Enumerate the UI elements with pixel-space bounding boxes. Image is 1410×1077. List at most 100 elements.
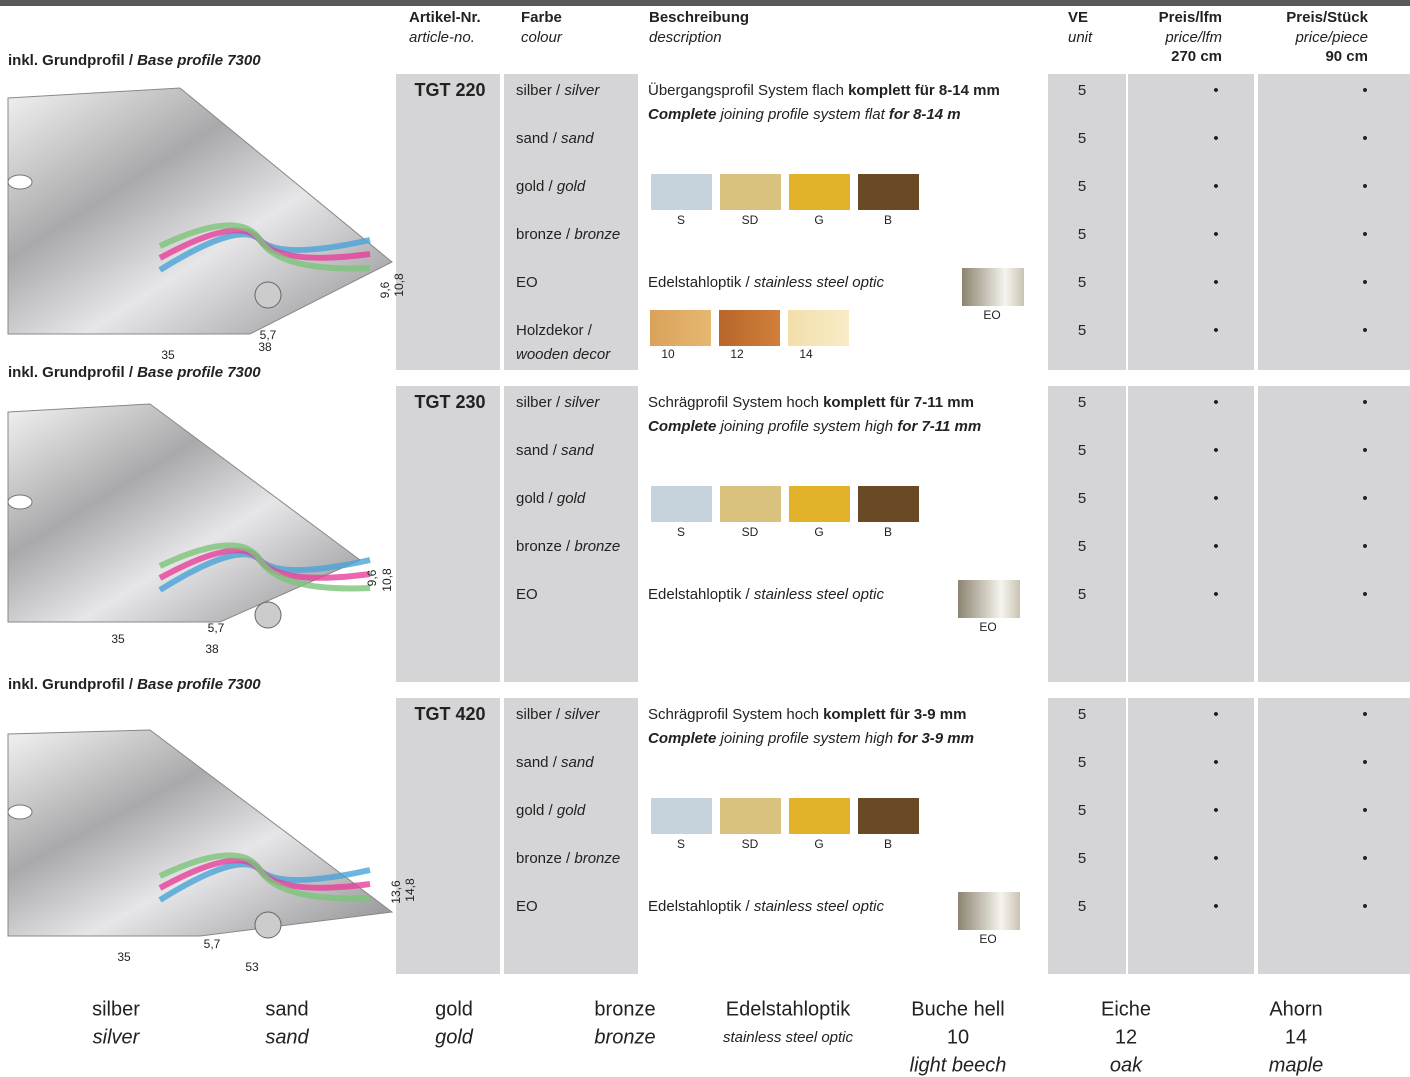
- dimension-label: 38: [205, 642, 219, 656]
- colour-name-run: silver: [564, 706, 600, 723]
- swatch-label: B: [884, 837, 892, 851]
- dimension-label: 53: [245, 960, 259, 974]
- colour-swatch: [789, 486, 850, 522]
- legend-text: gold: [435, 998, 473, 1020]
- description-run: komplett für 7-11 mm: [823, 394, 974, 411]
- price-lfm: •: [1213, 274, 1218, 291]
- description-en-run: joining profile system high: [716, 418, 897, 435]
- column-bg: [504, 698, 638, 974]
- section-label-run: inkl. Grundprofil /: [8, 52, 137, 69]
- price-piece: •: [1362, 802, 1367, 819]
- legend-text: gold: [435, 1026, 474, 1048]
- description-en: Complete joining profile system high for…: [648, 730, 974, 747]
- price-piece: •: [1362, 538, 1367, 555]
- profile-screw: [254, 911, 282, 939]
- column-bg: [1258, 386, 1410, 682]
- column-bg: [1258, 698, 1410, 974]
- unit-value: 5: [1078, 706, 1086, 723]
- dimension-label: 5,7: [208, 621, 225, 635]
- colour-name-run: sand: [561, 130, 594, 147]
- article-number: TGT 420: [414, 704, 485, 724]
- wood-swatch: [719, 310, 780, 346]
- wood-swatch: [788, 310, 849, 346]
- unit-value: 5: [1078, 802, 1086, 819]
- colour-name-run: gold /: [516, 490, 557, 507]
- colour-name-run: gold /: [516, 178, 557, 195]
- column-bg: [1128, 74, 1254, 370]
- colour-name-run: silber /: [516, 394, 564, 411]
- unit-value: 5: [1078, 274, 1086, 291]
- legend-text: bronze: [594, 1026, 655, 1048]
- price-lfm: •: [1213, 178, 1218, 195]
- colour-name-run: bronze: [574, 226, 620, 243]
- swatch-label: S: [677, 525, 685, 539]
- swatch-label: G: [814, 525, 823, 539]
- section-label: inkl. Grundprofil / Base profile 7300: [8, 676, 261, 693]
- colour-name-run: gold: [557, 490, 586, 507]
- colour-name: Holzdekor /: [516, 322, 593, 339]
- unit-value: 5: [1078, 322, 1086, 339]
- header-label: Beschreibung: [649, 9, 749, 26]
- header-label: Artikel-Nr.: [409, 9, 481, 26]
- colour-name-run: EO: [516, 274, 538, 291]
- colour-swatch: [789, 174, 850, 210]
- price-piece: •: [1362, 586, 1367, 603]
- colour-name: bronze / bronze: [516, 538, 620, 555]
- eo-description-run: stainless steel optic: [754, 898, 885, 915]
- legend-text: Ahorn: [1269, 998, 1322, 1020]
- description-en-run: Complete: [648, 730, 716, 747]
- colour-name-run: sand: [561, 442, 594, 459]
- legend-text: 12: [1115, 1026, 1137, 1048]
- section-label-run: Base profile 7300: [137, 676, 261, 693]
- price-piece: •: [1362, 754, 1367, 771]
- colour-name: EO: [516, 274, 538, 291]
- section-label: inkl. Grundprofil / Base profile 7300: [8, 52, 261, 69]
- price-piece: •: [1362, 706, 1367, 723]
- header-label-en: unit: [1068, 29, 1093, 46]
- price-lfm: •: [1213, 538, 1218, 555]
- price-piece: •: [1362, 490, 1367, 507]
- legend-text: silber: [92, 998, 140, 1020]
- colour-name-run: sand: [561, 754, 594, 771]
- legend-text: maple: [1269, 1054, 1323, 1076]
- header-label: Farbe: [521, 9, 562, 26]
- colour-name-run: silber /: [516, 706, 564, 723]
- colour-name: sand / sand: [516, 442, 594, 459]
- colour-name-run: gold: [557, 802, 586, 819]
- legend-text: silver: [93, 1026, 141, 1048]
- description-run: komplett für 8-14 mm: [848, 82, 1000, 99]
- price-lfm: •: [1213, 586, 1218, 603]
- unit-value: 5: [1078, 898, 1086, 915]
- colour-name-run: gold: [557, 178, 586, 195]
- top-bar: [0, 0, 1410, 6]
- legend-text: 14: [1285, 1026, 1307, 1048]
- colour-name: silber / silver: [516, 82, 600, 99]
- colour-name: EO: [516, 898, 538, 915]
- description-en-run: Complete: [648, 106, 716, 123]
- dimension-label: 10,8: [380, 568, 394, 592]
- swatch-label: SD: [742, 525, 759, 539]
- article-number: TGT 230: [414, 392, 485, 412]
- profile-hole: [7, 804, 33, 820]
- eo-description-run: stainless steel optic: [754, 586, 885, 603]
- eo-description-run: Edelstahloptik /: [648, 274, 754, 291]
- legend-text: 10: [947, 1026, 969, 1048]
- price-piece: •: [1362, 850, 1367, 867]
- colour-name-run: silber /: [516, 82, 564, 99]
- profile-screw: [254, 281, 282, 309]
- description: Schrägprofil System hoch komplett für 3-…: [648, 706, 966, 723]
- eo-description: Edelstahloptik / stainless steel optic: [648, 274, 884, 291]
- dimension-label: 9,6: [365, 569, 379, 586]
- price-lfm: •: [1213, 898, 1218, 915]
- colour-name: bronze / bronze: [516, 226, 620, 243]
- colour-name-run: bronze: [574, 538, 620, 555]
- dimension-label: 13,6: [389, 880, 403, 904]
- dimension-label: 35: [111, 632, 125, 646]
- colour-name-run: bronze /: [516, 850, 574, 867]
- profile-seal: [158, 222, 371, 272]
- swatch-label: S: [677, 213, 685, 227]
- description-en: Complete joining profile system flat for…: [648, 106, 961, 123]
- legend-text: oak: [1110, 1054, 1143, 1076]
- profile-body: [7, 403, 361, 623]
